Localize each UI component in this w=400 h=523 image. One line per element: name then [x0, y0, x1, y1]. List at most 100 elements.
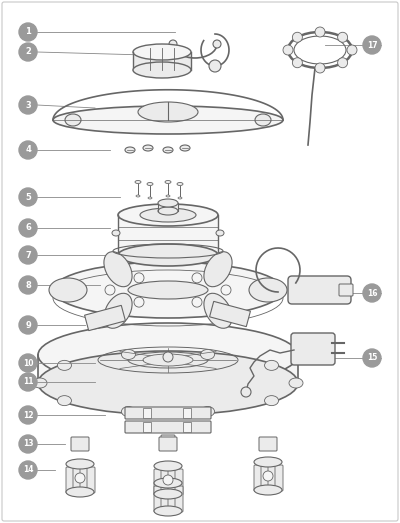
- Text: 1: 1: [25, 28, 31, 37]
- Text: 5: 5: [25, 192, 31, 201]
- Ellipse shape: [154, 478, 182, 488]
- FancyBboxPatch shape: [168, 486, 176, 512]
- FancyBboxPatch shape: [80, 467, 88, 493]
- Circle shape: [363, 36, 381, 54]
- Ellipse shape: [104, 293, 132, 328]
- Ellipse shape: [118, 244, 218, 266]
- Bar: [158, 203, 178, 215]
- Bar: [143, 408, 151, 418]
- Text: 16: 16: [367, 289, 377, 298]
- Ellipse shape: [180, 145, 190, 151]
- Ellipse shape: [118, 204, 218, 226]
- FancyBboxPatch shape: [339, 284, 353, 296]
- Ellipse shape: [65, 114, 81, 126]
- Text: 17: 17: [367, 40, 377, 50]
- Ellipse shape: [58, 395, 72, 406]
- Circle shape: [19, 373, 37, 391]
- Ellipse shape: [148, 197, 152, 199]
- Circle shape: [338, 58, 348, 67]
- Circle shape: [315, 27, 325, 37]
- Ellipse shape: [166, 195, 170, 197]
- Circle shape: [163, 352, 173, 362]
- Text: 10: 10: [23, 358, 33, 368]
- Circle shape: [19, 316, 37, 334]
- Ellipse shape: [49, 278, 87, 302]
- FancyBboxPatch shape: [288, 276, 351, 304]
- Ellipse shape: [200, 406, 214, 416]
- Circle shape: [241, 387, 251, 397]
- Text: 6: 6: [25, 223, 31, 233]
- Bar: [118, 215, 218, 255]
- Ellipse shape: [133, 44, 191, 60]
- FancyBboxPatch shape: [154, 469, 162, 495]
- Circle shape: [292, 58, 302, 67]
- Circle shape: [169, 40, 177, 48]
- Ellipse shape: [38, 323, 298, 387]
- Text: 14: 14: [23, 465, 33, 474]
- Ellipse shape: [255, 114, 271, 126]
- Ellipse shape: [154, 489, 182, 499]
- Circle shape: [19, 219, 37, 237]
- Circle shape: [134, 297, 144, 307]
- Ellipse shape: [66, 487, 94, 497]
- Circle shape: [19, 461, 37, 479]
- FancyBboxPatch shape: [254, 465, 262, 491]
- Ellipse shape: [133, 62, 191, 78]
- FancyBboxPatch shape: [175, 469, 183, 495]
- FancyBboxPatch shape: [175, 486, 183, 512]
- Ellipse shape: [140, 208, 196, 222]
- Circle shape: [315, 63, 325, 73]
- FancyBboxPatch shape: [168, 469, 176, 495]
- Ellipse shape: [66, 459, 94, 469]
- Text: 9: 9: [25, 321, 31, 329]
- FancyBboxPatch shape: [261, 465, 269, 491]
- Circle shape: [19, 276, 37, 294]
- Circle shape: [19, 141, 37, 159]
- Circle shape: [134, 273, 144, 283]
- Ellipse shape: [38, 351, 298, 415]
- Ellipse shape: [289, 378, 303, 388]
- Circle shape: [19, 435, 37, 453]
- Ellipse shape: [122, 349, 136, 359]
- FancyBboxPatch shape: [87, 467, 95, 493]
- FancyBboxPatch shape: [73, 467, 81, 493]
- FancyBboxPatch shape: [161, 486, 169, 512]
- FancyBboxPatch shape: [275, 465, 283, 491]
- Ellipse shape: [128, 352, 208, 368]
- Circle shape: [19, 188, 37, 206]
- Ellipse shape: [128, 281, 208, 299]
- Text: 8: 8: [25, 280, 31, 290]
- Circle shape: [363, 284, 381, 302]
- FancyBboxPatch shape: [161, 469, 169, 495]
- Ellipse shape: [154, 461, 182, 471]
- Text: 15: 15: [367, 354, 377, 362]
- Circle shape: [19, 406, 37, 424]
- Ellipse shape: [163, 147, 173, 153]
- Text: 4: 4: [25, 145, 31, 154]
- FancyBboxPatch shape: [268, 465, 276, 491]
- Text: 13: 13: [23, 439, 33, 449]
- FancyBboxPatch shape: [66, 467, 74, 493]
- Ellipse shape: [104, 252, 132, 287]
- Circle shape: [363, 349, 381, 367]
- Ellipse shape: [125, 147, 135, 153]
- Circle shape: [209, 60, 221, 72]
- Circle shape: [19, 43, 37, 61]
- FancyBboxPatch shape: [125, 407, 211, 419]
- Ellipse shape: [158, 207, 178, 215]
- Circle shape: [75, 473, 85, 483]
- FancyBboxPatch shape: [159, 437, 177, 451]
- FancyBboxPatch shape: [259, 437, 277, 451]
- Text: 11: 11: [23, 378, 33, 386]
- Text: 7: 7: [25, 251, 31, 259]
- Ellipse shape: [138, 102, 198, 122]
- Ellipse shape: [204, 252, 232, 287]
- Circle shape: [19, 354, 37, 372]
- Ellipse shape: [154, 506, 182, 516]
- Ellipse shape: [136, 195, 140, 197]
- Circle shape: [263, 471, 273, 481]
- FancyBboxPatch shape: [161, 435, 175, 447]
- Circle shape: [283, 45, 293, 55]
- FancyBboxPatch shape: [154, 486, 162, 512]
- Circle shape: [347, 45, 357, 55]
